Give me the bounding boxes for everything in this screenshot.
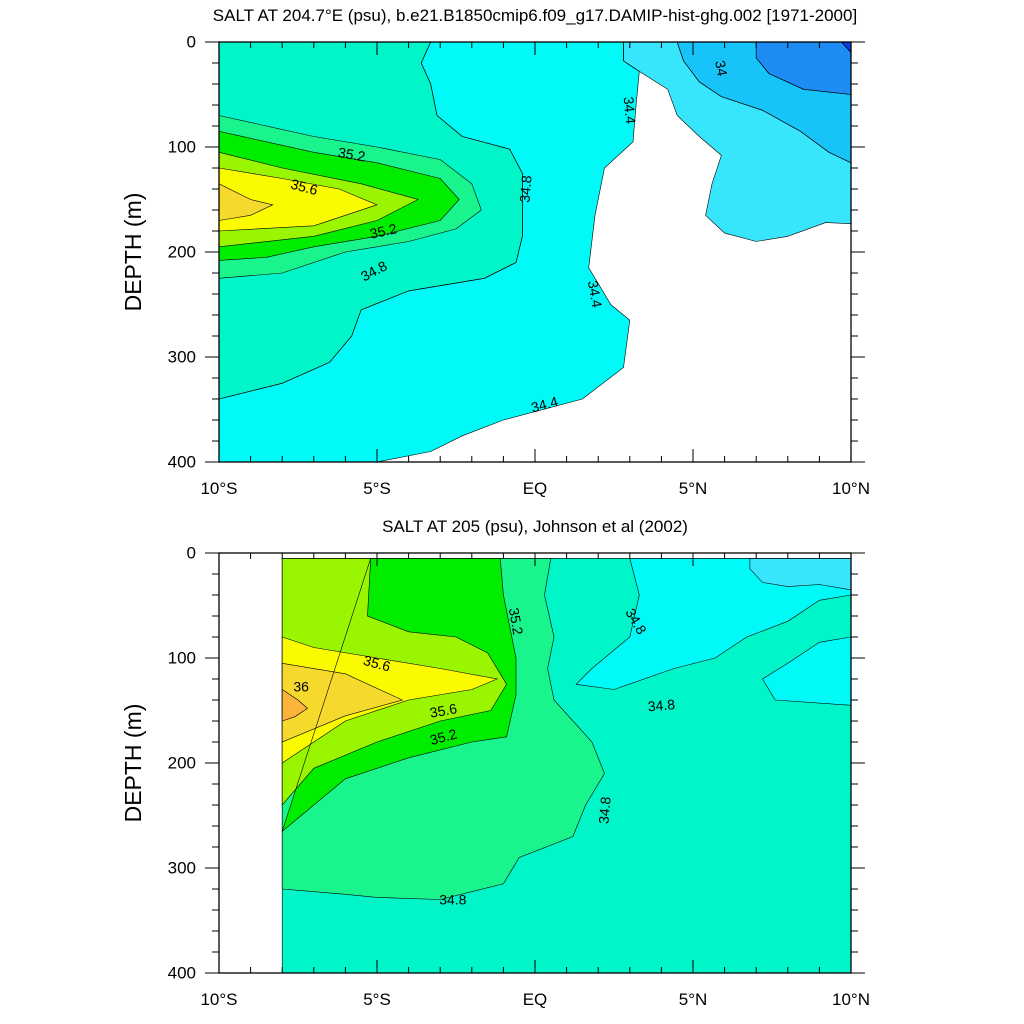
contour-line-9 — [281, 662, 404, 743]
chart-title: SALT AT 205 (psu), Johnson et al (2002) — [382, 517, 688, 536]
y-tick-label: 100 — [168, 138, 196, 157]
y-tick-label: 200 — [168, 243, 196, 262]
x-tick-label: 10°S — [200, 479, 237, 498]
x-tick-label: 5°N — [679, 479, 708, 498]
contour-line-7 — [219, 115, 482, 279]
contour-line-6 — [281, 558, 517, 833]
x-tick-label: EQ — [523, 990, 548, 1009]
contour-band-9 — [282, 663, 403, 742]
contour-label: 34.8 — [647, 696, 676, 714]
contour-label: 35.6 — [362, 652, 393, 675]
contour-band-10 — [219, 168, 377, 231]
contour-label: 34.4 — [621, 96, 639, 125]
contour-line-3 — [575, 558, 851, 690]
y-tick-label: 100 — [168, 649, 196, 668]
contour-label: 34.4 — [529, 393, 560, 416]
contour-band-3 — [576, 558, 851, 690]
contour-band-4 — [762, 637, 851, 706]
contour-band-5 — [219, 42, 640, 462]
y-axis-label: DEPTH (m) — [120, 193, 146, 312]
contour-label: 35.2 — [368, 220, 398, 241]
contour-band-11 — [219, 183, 273, 221]
x-tick-label: 5°S — [363, 479, 391, 498]
contour-label: 34 — [712, 59, 730, 77]
x-tick-label: 10°N — [832, 990, 870, 1009]
y-tick-label: 0 — [187, 544, 196, 563]
contour-label: 35.6 — [429, 700, 459, 721]
contour-label: 35.2 — [506, 606, 527, 636]
contour-line-10 — [281, 688, 308, 722]
contour-band-4 — [623, 42, 851, 242]
contour-band-3 — [677, 42, 851, 163]
y-tick-label: 300 — [168, 859, 196, 878]
contour-label: 36 — [293, 678, 309, 694]
contour-label: 34.8 — [595, 796, 613, 825]
y-tick-label: 200 — [168, 754, 196, 773]
y-tick-label: 0 — [187, 33, 196, 52]
contour-line-4 — [623, 42, 851, 242]
contour-line-8 — [219, 130, 460, 261]
contour-label: 35.6 — [289, 176, 320, 199]
y-tick-label: 400 — [168, 453, 196, 472]
contour-line-7 — [281, 558, 507, 806]
contour-label: 35.2 — [428, 725, 459, 748]
chart-title: SALT AT 204.7°E (psu), b.e21.B1850cmip6.… — [213, 6, 857, 25]
contour-label: 34.8 — [439, 892, 466, 908]
contour-label: 34.8 — [516, 175, 534, 204]
contour-line-4 — [762, 636, 851, 706]
x-tick-label: 10°N — [832, 479, 870, 498]
y-axis-label: DEPTH (m) — [120, 704, 146, 823]
contour-label: 34.4 — [585, 279, 606, 309]
contour-label: 35.2 — [337, 144, 367, 165]
contour-band-2 — [756, 42, 851, 95]
y-tick-label: 300 — [168, 348, 196, 367]
contour-fill-group — [219, 42, 851, 462]
contour-line-5 — [749, 558, 851, 591]
contour-line-8 — [281, 636, 499, 764]
x-tick-label: 5°N — [679, 990, 708, 1009]
contour-band-10 — [282, 689, 308, 721]
x-tick-label: 10°S — [200, 990, 237, 1009]
contour-fill-group — [281, 558, 851, 973]
x-tick-label: EQ — [523, 479, 548, 498]
contour-band-5 — [749, 558, 851, 590]
x-tick-label: 5°S — [363, 990, 391, 1009]
contour-line-9 — [219, 151, 419, 248]
contour-line-10 — [219, 167, 378, 232]
y-tick-label: 400 — [168, 964, 196, 983]
contour-line-6 — [219, 42, 523, 400]
contour-line-2 — [281, 558, 605, 900]
contour-line-11 — [219, 183, 274, 221]
